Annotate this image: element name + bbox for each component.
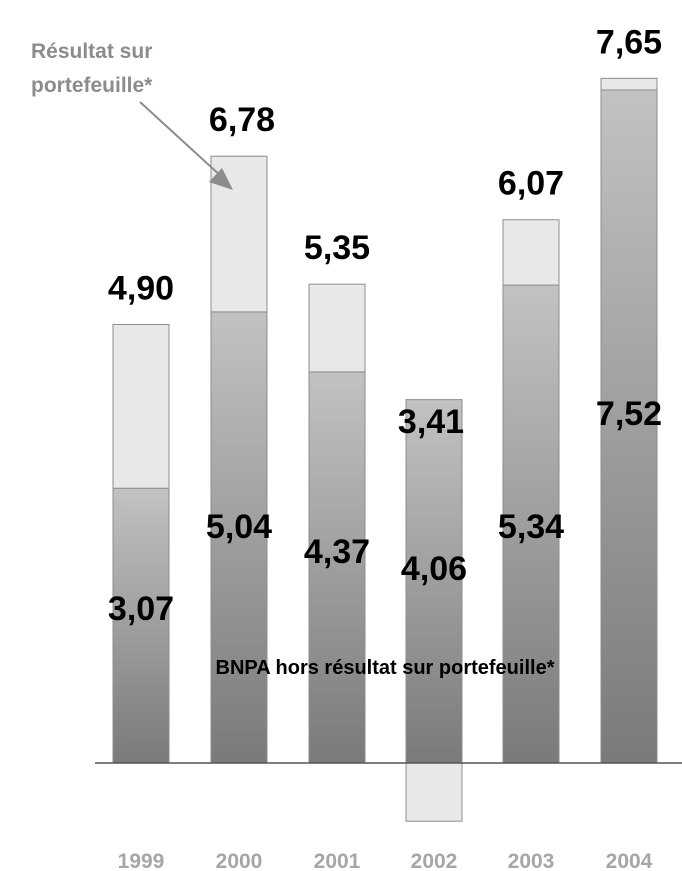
base-label-2002: 4,06 (401, 550, 467, 588)
base-label-2000: 5,04 (206, 508, 272, 546)
total-label-2001: 5,35 (304, 229, 370, 267)
annotation-base-label: BNPA hors résultat sur portefeuille* (216, 657, 555, 679)
base-label-2001: 4,37 (304, 533, 370, 571)
labels-layer: 4,90 3,07 1999 6,78 5,04 2000 5,35 4,37 2001 3,41… (108, 23, 662, 871)
annotation-portfolio: Résultat sur portefeuille* (31, 40, 233, 190)
total-label-1999: 4,90 (108, 269, 174, 307)
bar-portfolio-2004 (600, 77, 658, 91)
total-label-2003: 6,07 (498, 165, 564, 203)
year-label-2000: 2000 (216, 850, 263, 871)
year-label-2004: 2004 (606, 850, 653, 871)
bar-base-2000 (210, 311, 268, 764)
year-label-2001: 2001 (314, 850, 361, 871)
bar-base-2001 (308, 371, 366, 764)
base-label-1999: 3,07 (108, 590, 174, 628)
annotation-portfolio-line-1: Résultat sur (31, 40, 152, 63)
year-label-1999: 1999 (118, 850, 165, 871)
total-label-2000: 6,78 (209, 101, 275, 139)
base-label-2003: 5,34 (498, 508, 564, 546)
bar-portfolio-2003 (502, 219, 560, 286)
total-label-2002: 3,41 (398, 403, 464, 441)
bar-base-2003 (502, 284, 560, 764)
annotation-arrow-line (139, 101, 223, 178)
bar-portfolio-1999 (112, 323, 170, 489)
annotation-arrow-head (209, 168, 233, 190)
year-label-2002: 2002 (411, 850, 458, 871)
total-label-2004: 7,65 (596, 23, 662, 61)
bar-base-2002 (405, 399, 463, 764)
bar-portfolio-2001 (308, 283, 366, 373)
base-label-2004: 7,52 (596, 395, 662, 433)
annotation-portfolio-line-2: portefeuille* (31, 74, 153, 97)
bar-base-1999 (112, 487, 170, 764)
year-label-2003: 2003 (508, 850, 555, 871)
bar-portfolio-2002 (405, 762, 463, 822)
bars-layer (112, 77, 658, 822)
